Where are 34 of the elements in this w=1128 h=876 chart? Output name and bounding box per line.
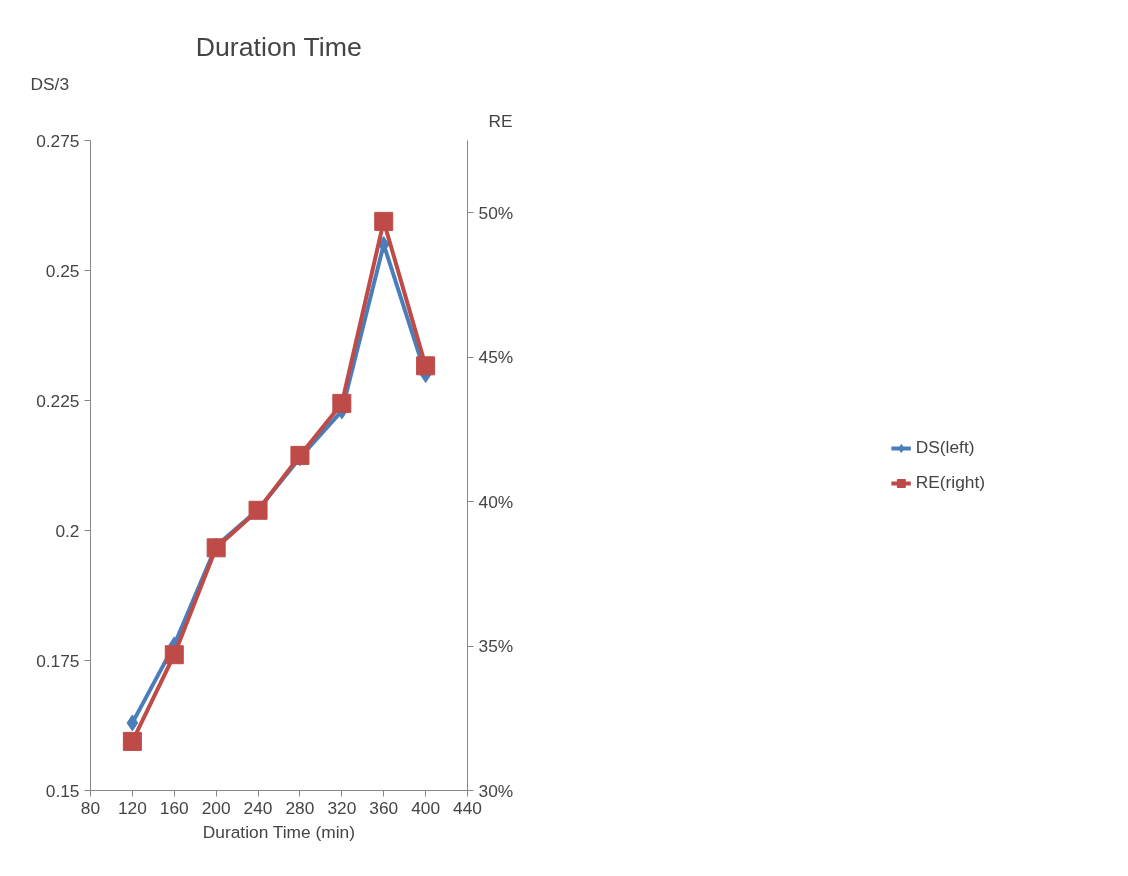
point: [126, 714, 139, 732]
y-tick-label: 0.25: [45, 260, 80, 281]
x-tick-label: 120: [117, 797, 147, 818]
point: [290, 445, 310, 465]
y-tick-label: 0.2: [55, 520, 80, 541]
point: [164, 645, 184, 665]
point: [332, 393, 352, 413]
point: [122, 731, 142, 751]
x-tick-label: 360: [369, 797, 399, 818]
legend-label: DS(left): [915, 437, 975, 458]
y-tick-label: 0.15: [45, 780, 80, 801]
point: [416, 356, 436, 376]
chart-title: Duration Time: [195, 31, 362, 62]
x-tick-label: 160: [159, 797, 189, 818]
point: [374, 211, 394, 231]
y-tick-label: 0.175: [36, 650, 80, 671]
x-tick-label: 280: [285, 797, 315, 818]
y2-axis-title: RE: [488, 110, 513, 131]
x-tick-label: 80: [80, 797, 101, 818]
x-tick-label: 240: [243, 797, 273, 818]
y-tick-label: 0.275: [36, 130, 80, 151]
y-tick-label: 0.225: [36, 390, 80, 411]
x-tick-label: 320: [327, 797, 357, 818]
y2-tick-label: 40%: [478, 491, 514, 512]
y2-tick-label: 35%: [478, 636, 514, 657]
x-tick-label: 400: [411, 797, 441, 818]
legend-label: RE(right): [915, 472, 986, 493]
y2-tick-label: 50%: [478, 202, 514, 223]
x-tick-label: 200: [201, 797, 231, 818]
point: [248, 500, 268, 520]
y-axis-title: DS/3: [30, 73, 70, 94]
x-axis-title: Duration Time (min): [202, 821, 355, 842]
point: [206, 538, 226, 558]
y2-tick-label: 45%: [478, 347, 514, 368]
